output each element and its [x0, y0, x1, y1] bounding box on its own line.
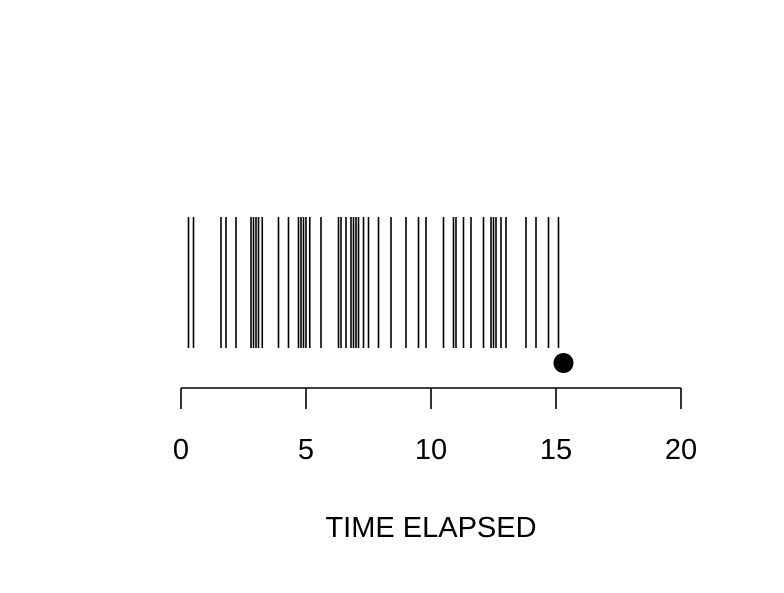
x-axis-tick-label: 15 — [540, 434, 572, 466]
x-axis-tick-label: 10 — [415, 434, 447, 466]
event-marker-group — [553, 353, 574, 373]
x-axis-tick-label: 20 — [665, 434, 697, 466]
x-axis-title: TIME ELAPSED — [325, 512, 536, 544]
event-lines — [187, 217, 560, 348]
x-axis-ticks — [180, 388, 682, 409]
x-axis-tick-label: 5 — [298, 434, 314, 466]
x-axis-tick-label: 0 — [173, 434, 189, 466]
event-marker-dot — [553, 353, 574, 373]
x-axis-tick-labels: 0 5 10 15 20 — [173, 434, 697, 466]
